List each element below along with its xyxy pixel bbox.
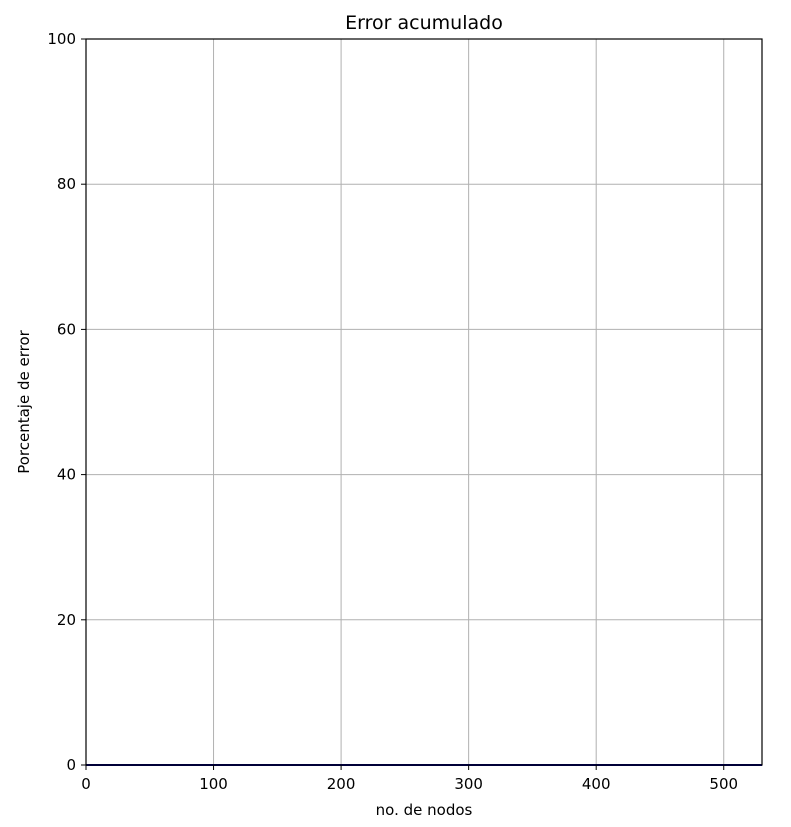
y-tick-label: 20 <box>57 611 76 629</box>
y-tick-label: 60 <box>57 320 76 338</box>
x-tick-label: 500 <box>709 775 738 793</box>
plot-frame <box>85 38 763 766</box>
y-tick-label: 80 <box>57 175 76 193</box>
x-tick-label: 300 <box>454 775 483 793</box>
x-axis-label: no. de nodos <box>376 801 473 819</box>
y-tick-label: 100 <box>47 30 76 48</box>
x-tick-label: 100 <box>199 775 228 793</box>
ticks: 0 100 200 300 400 500 0 20 40 60 80 100 <box>47 30 738 793</box>
y-tick-label: 0 <box>66 756 76 774</box>
x-tick-label: 200 <box>327 775 356 793</box>
y-tick-label: 40 <box>57 466 76 484</box>
plot-background <box>86 39 762 765</box>
x-tick-label: 400 <box>582 775 611 793</box>
chart-title: Error acumulado <box>345 12 503 34</box>
y-axis-label: Porcentaje de error <box>15 329 33 473</box>
x-tick-label: 0 <box>81 775 91 793</box>
